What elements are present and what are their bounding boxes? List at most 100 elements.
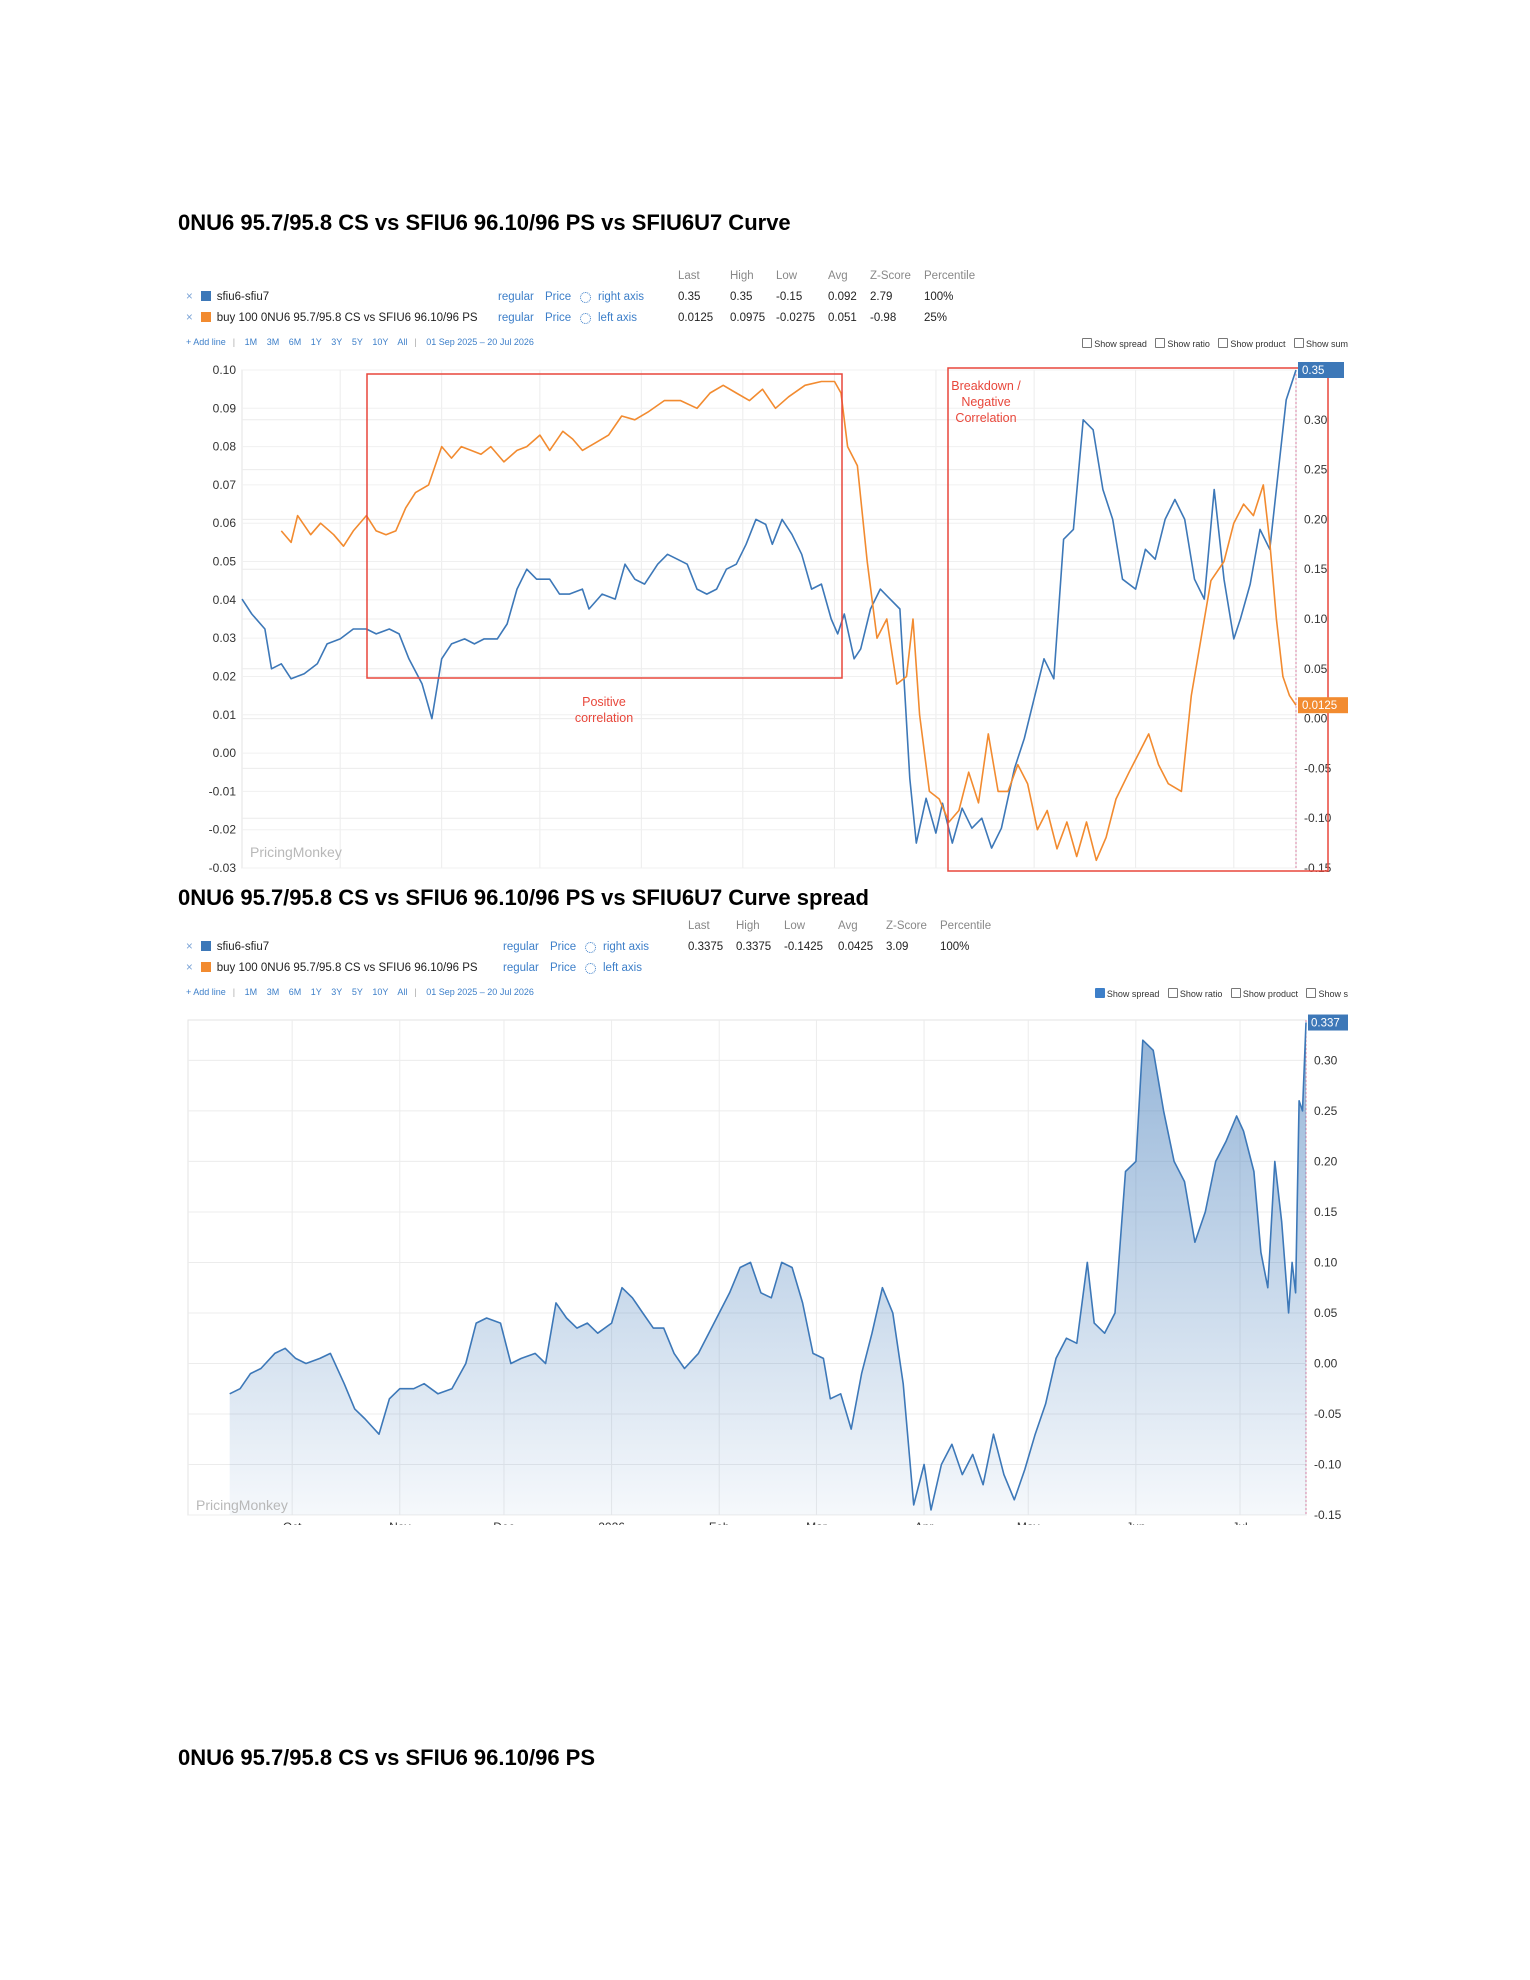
annotation-text: Correlation [955,411,1016,425]
stat-value: 0.35 [730,291,753,303]
show-spread-checkbox[interactable] [1082,338,1093,348]
range-6m[interactable]: 6M [288,337,302,347]
range-10y[interactable]: 10Y [372,337,389,347]
range-1y[interactable]: 1Y [310,987,322,997]
x-tick-label: Jun [1126,873,1145,875]
range-all[interactable]: All [397,987,408,997]
mode-link[interactable]: regular [503,962,539,974]
stat-value: -0.1425 [784,941,824,953]
stat-value: -0.0275 [776,312,816,324]
range-1y[interactable]: 1Y [310,337,322,347]
x-tick-label: Feb [732,873,753,875]
range-3y[interactable]: 3Y [331,337,343,347]
chart3-title: 0NU6 95.7/95.8 CS vs SFIU6 96.10/96 PS [178,1745,596,1770]
y-tick-label-left: 0.01 [213,708,237,722]
show-ratio-label: Show ratio [1179,989,1223,999]
y-tick-label-left: 0.09 [213,401,237,415]
stat-value: 2.79 [870,291,893,303]
remove-series-icon[interactable]: × [186,962,193,974]
add-line-button[interactable]: + Add line [186,987,226,997]
range-all[interactable]: All [397,337,408,347]
y-tick-label-right: 0.10 [1304,612,1328,626]
stat-value: 100% [924,291,954,303]
y-tick-label-right: -0.05 [1314,1407,1342,1421]
axis-link[interactable]: right axis [603,941,650,953]
show-product-checkbox[interactable] [1218,338,1229,348]
range-3m[interactable]: 3M [266,337,280,347]
last-value-text: 0.337 [1311,1018,1340,1030]
field-link[interactable]: Price [545,312,572,324]
y-tick-label-right: 0.25 [1304,463,1328,477]
x-tick-label: May [1023,873,1046,875]
range-3y[interactable]: 3Y [331,987,343,997]
range-5y[interactable]: 5Y [351,337,363,347]
series-line-left [280,380,1297,862]
x-tick-label: Jun [1126,1520,1145,1525]
show-sum-checkbox[interactable] [1293,338,1304,348]
show-spread-checkbox[interactable] [1094,988,1105,998]
y-tick-label-right: 0.00 [1304,712,1328,726]
date-range[interactable]: 01 Sep 2025 – 20 Jul 2026 [426,337,534,347]
show-sum-label: Show sum [1305,339,1348,349]
y-tick-label-right: 0.25 [1314,1104,1338,1118]
axis-link[interactable]: left axis [598,312,637,324]
chart2-svg: Oct Nov Dec 2026 Feb Mar Apr May Jun Jul 0.30 0.25 0… [187,1014,1348,1525]
x-tick-label: Jul [1226,873,1241,875]
x-tick-label: Oct [283,1520,302,1525]
stat-value: 0.051 [828,312,857,324]
range-10y[interactable]: 10Y [372,987,389,997]
show-ratio-checkbox[interactable] [1167,988,1178,998]
range-1m[interactable]: 1M [244,987,258,997]
remove-series-icon[interactable]: × [186,941,193,953]
stat-value: 0.3375 [688,941,724,953]
x-tick-label: Dec [493,1520,514,1525]
stat-header: Avg [828,270,848,282]
field-link[interactable]: Price [550,941,577,953]
stat-value: 100% [940,941,970,953]
settings-gear-icon[interactable] [580,313,591,326]
remove-series-icon[interactable]: × [186,312,193,324]
range-5y[interactable]: 5Y [351,987,363,997]
stat-header: Z-Score [886,920,927,932]
chart2-panel: Last High Low Avg Z-Score Percentile 0.3… [178,915,1348,1525]
add-line-button[interactable]: + Add line [186,337,226,347]
range-6m[interactable]: 6M [288,987,302,997]
x-tick-label: Mar [806,1520,827,1525]
axis-link[interactable]: left axis [603,962,642,974]
y-tick-label-left: 0.07 [213,478,237,492]
y-tick-label-left: 0.04 [213,593,237,607]
show-ratio-checkbox[interactable] [1155,338,1166,348]
field-link[interactable]: Price [545,291,572,303]
settings-gear-icon[interactable] [580,292,591,305]
last-value-badge-blue [1308,1014,1348,1031]
remove-series-icon[interactable]: × [186,291,193,303]
show-sum-checkbox[interactable] [1306,988,1317,998]
y-tick-label-right: 0.05 [1304,662,1328,676]
stat-value: 25% [924,312,948,324]
show-product-label: Show product [1230,339,1286,349]
axis-link[interactable]: right axis [598,291,645,303]
mode-link[interactable]: regular [498,291,534,303]
series-line-right [229,1022,1307,1511]
x-tick-label: 2026 [628,873,655,875]
stat-value: 3.09 [886,941,909,953]
field-link[interactable]: Price [550,962,577,974]
stat-header: Percentile [940,920,992,932]
show-ratio-label: Show ratio [1167,339,1210,349]
range-1m[interactable]: 1M [244,337,258,347]
range-3m[interactable]: 3M [266,987,280,997]
chart1-panel: Last High Low Avg Z-Score Percentile 0.3… [178,265,1348,875]
series-swatch [200,962,211,972]
chart2-options: Show spread Show ratio Show product Show… [1089,988,1348,999]
last-value-text: 0.35 [1302,365,1324,377]
mode-link[interactable]: regular [498,312,534,324]
show-product-checkbox[interactable] [1230,988,1241,998]
date-range[interactable]: 01 Sep 2025 – 20 Jul 2026 [426,987,534,997]
y-tick-label-right: -0.15 [1314,1508,1342,1522]
mode-link[interactable]: regular [503,941,539,953]
settings-gear-icon[interactable] [585,963,596,976]
settings-gear-icon[interactable] [585,942,596,955]
legend-series1: × sfiu6-sfiu7 [186,291,269,307]
x-tick-label: Jul [1232,1520,1247,1525]
x-tick-label: 2026 [598,1520,625,1525]
